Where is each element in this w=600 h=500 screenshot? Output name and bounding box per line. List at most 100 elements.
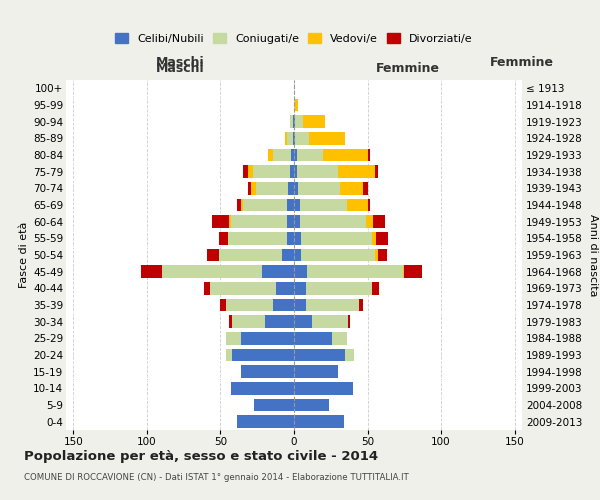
Text: Femmine: Femmine (376, 62, 440, 75)
Bar (366, 216, 373, 228)
Bar (403, 266, 404, 278)
Bar (161, 266, 262, 278)
Bar (295, 132, 309, 144)
Text: Femmine: Femmine (490, 56, 554, 70)
Bar (231, 216, 287, 228)
Bar (301, 232, 372, 244)
Bar (375, 166, 378, 178)
Bar (242, 166, 248, 178)
Bar (294, 116, 295, 128)
Bar (297, 166, 338, 178)
Bar (251, 182, 256, 194)
Bar (220, 298, 226, 311)
Bar (375, 248, 378, 261)
Bar (298, 182, 340, 194)
Bar (295, 99, 298, 112)
Bar (253, 166, 290, 178)
Bar (294, 382, 353, 394)
Bar (306, 282, 372, 294)
Bar (404, 266, 422, 278)
Bar (294, 232, 301, 244)
Text: COMUNE DI ROCCAVIONE (CN) - Dati ISTAT 1° gennaio 2014 - Elaborazione TUTTITALIA: COMUNE DI ROCCAVIONE (CN) - Dati ISTAT 1… (24, 472, 409, 482)
Bar (338, 166, 375, 178)
Bar (287, 132, 293, 144)
Bar (285, 132, 287, 144)
Bar (241, 366, 294, 378)
Bar (294, 248, 301, 261)
Bar (231, 382, 294, 394)
Bar (311, 316, 349, 328)
Bar (294, 416, 344, 428)
Bar (294, 182, 298, 194)
Bar (363, 182, 368, 194)
Bar (248, 166, 253, 178)
Bar (241, 332, 294, 344)
Bar (277, 282, 294, 294)
Bar (262, 266, 294, 278)
Bar (300, 216, 366, 228)
Bar (241, 199, 242, 211)
Bar (293, 116, 294, 128)
Legend: Celibi/Nubili, Coniugati/e, Vedovi/e, Divorziati/e: Celibi/Nubili, Coniugati/e, Vedovi/e, Di… (112, 30, 476, 47)
Bar (294, 199, 300, 211)
Bar (346, 349, 355, 361)
Bar (297, 149, 323, 162)
Bar (301, 248, 375, 261)
Bar (274, 298, 294, 311)
Bar (141, 266, 161, 278)
Bar (378, 248, 386, 261)
Bar (290, 116, 293, 128)
Bar (236, 199, 241, 211)
Bar (359, 298, 363, 311)
Bar (349, 316, 350, 328)
Bar (242, 199, 287, 211)
Bar (368, 199, 370, 211)
Bar (248, 182, 251, 194)
Bar (295, 116, 303, 128)
Y-axis label: Anni di nascita: Anni di nascita (589, 214, 598, 296)
Bar (256, 182, 288, 194)
Bar (294, 99, 295, 112)
Bar (265, 316, 294, 328)
Bar (368, 149, 370, 162)
Bar (294, 149, 297, 162)
Bar (282, 248, 294, 261)
Bar (309, 132, 346, 144)
Bar (268, 149, 274, 162)
Bar (372, 232, 376, 244)
Bar (303, 116, 325, 128)
Bar (287, 232, 294, 244)
Text: Maschi: Maschi (155, 56, 205, 70)
Bar (228, 232, 287, 244)
Bar (219, 248, 282, 261)
Bar (254, 399, 294, 411)
Bar (287, 216, 294, 228)
Bar (229, 216, 231, 228)
Bar (288, 182, 294, 194)
Bar (294, 132, 295, 144)
Bar (232, 349, 294, 361)
Bar (294, 266, 307, 278)
Bar (376, 232, 388, 244)
Bar (340, 182, 363, 194)
Bar (294, 216, 300, 228)
Bar (306, 298, 359, 311)
Bar (226, 332, 241, 344)
Bar (372, 282, 379, 294)
Bar (219, 232, 228, 244)
Bar (332, 332, 347, 344)
Bar (207, 248, 219, 261)
Bar (293, 132, 294, 144)
Bar (300, 199, 347, 211)
Bar (226, 298, 274, 311)
Bar (294, 399, 329, 411)
Bar (204, 282, 210, 294)
Bar (294, 316, 311, 328)
Bar (294, 298, 306, 311)
Bar (294, 349, 346, 361)
Bar (232, 316, 265, 328)
Bar (307, 266, 403, 278)
Bar (291, 149, 294, 162)
Bar (290, 166, 294, 178)
Bar (294, 282, 306, 294)
